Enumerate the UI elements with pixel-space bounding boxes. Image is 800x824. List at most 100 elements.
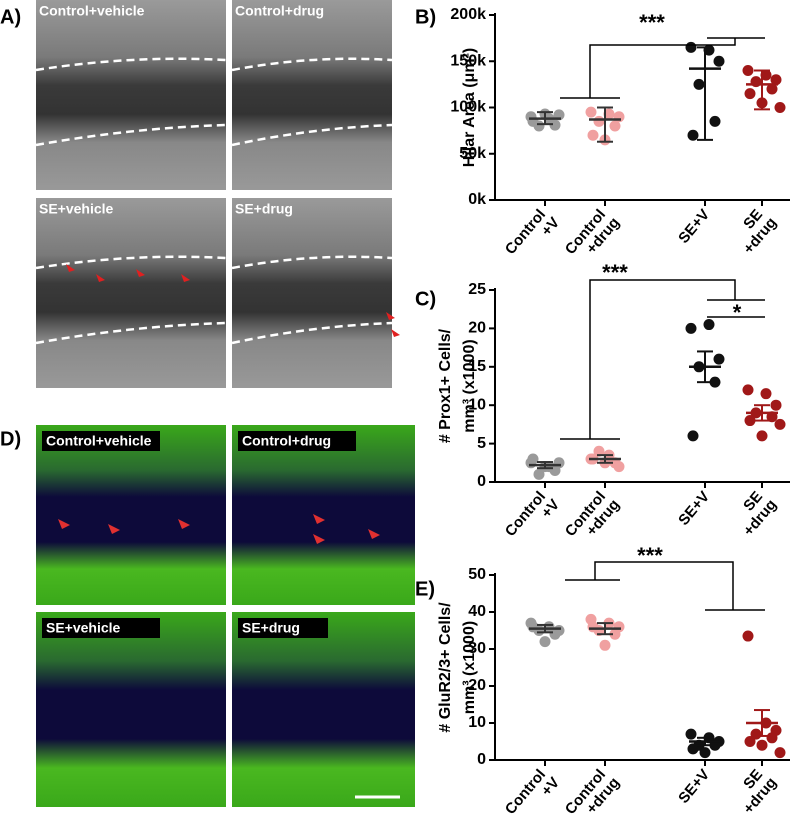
boundary bbox=[35, 255, 227, 270]
data-point bbox=[685, 41, 697, 53]
micrograph bbox=[232, 425, 415, 605]
data-point bbox=[760, 69, 772, 81]
data-point bbox=[713, 353, 725, 365]
data-point bbox=[687, 430, 699, 442]
data-point bbox=[527, 621, 539, 633]
data-point bbox=[774, 418, 786, 430]
y-axis-label: # GluR2/3+ Cells/ bbox=[437, 602, 454, 733]
data-point bbox=[587, 129, 599, 141]
arrow bbox=[66, 264, 75, 272]
data-point bbox=[766, 732, 778, 744]
y-tick-label: 15 bbox=[468, 358, 486, 375]
image-label: Control+vehicle bbox=[46, 433, 152, 449]
micrograph bbox=[232, 612, 415, 807]
y-tick-label: 40 bbox=[468, 603, 486, 620]
arrow bbox=[58, 519, 70, 529]
y-axis-label: # Prox1+ Cells/ bbox=[437, 328, 454, 443]
data-point bbox=[533, 468, 545, 480]
boundary bbox=[231, 321, 393, 345]
x-tick-label: SE+V bbox=[675, 766, 713, 807]
data-point bbox=[756, 739, 768, 751]
data-point bbox=[766, 83, 778, 95]
arrow bbox=[368, 529, 380, 539]
y-tick-label: 10 bbox=[468, 714, 486, 731]
x-tick-label: SE+V bbox=[675, 206, 713, 247]
data-point bbox=[693, 78, 705, 90]
data-point bbox=[774, 102, 786, 113]
y-tick-label: 100k bbox=[450, 99, 486, 116]
micrograph bbox=[36, 612, 226, 807]
data-point bbox=[687, 743, 699, 755]
significance: *** bbox=[602, 260, 628, 285]
data-point bbox=[709, 376, 721, 388]
arrow bbox=[178, 519, 190, 529]
y-tick-label: 50k bbox=[459, 145, 486, 162]
data-point bbox=[770, 74, 782, 86]
micrograph bbox=[36, 0, 226, 190]
significance: *** bbox=[637, 543, 663, 568]
data-point bbox=[713, 55, 725, 67]
boundary bbox=[35, 321, 227, 345]
data-point bbox=[742, 65, 754, 76]
data-point bbox=[609, 120, 621, 132]
panel-label: A) bbox=[0, 6, 21, 28]
data-point bbox=[527, 453, 539, 465]
boundary bbox=[35, 57, 227, 72]
y-tick-label: 0k bbox=[468, 191, 486, 208]
y-tick-label: 20 bbox=[468, 320, 486, 337]
micrograph bbox=[36, 425, 226, 605]
data-point bbox=[742, 630, 754, 642]
arrow bbox=[313, 514, 325, 524]
data-point bbox=[744, 88, 756, 100]
image-label: SE+vehicle bbox=[46, 620, 121, 636]
data-point bbox=[685, 322, 697, 334]
micrograph bbox=[232, 198, 392, 388]
image-label: Control+drug bbox=[242, 433, 331, 449]
data-point bbox=[549, 628, 561, 640]
panel-label: D) bbox=[0, 428, 21, 450]
y-tick-label: 200k bbox=[450, 6, 486, 23]
image-label: SE+drug bbox=[242, 620, 300, 636]
significance-bracket bbox=[589, 38, 736, 98]
y-axis-label: mm³ (x1000) bbox=[461, 621, 478, 714]
x-tick-label: SE+V bbox=[675, 488, 713, 529]
boundary bbox=[231, 255, 393, 270]
micrograph bbox=[232, 0, 392, 190]
boundary bbox=[35, 123, 227, 147]
significance: * bbox=[733, 300, 742, 325]
data-point bbox=[774, 747, 786, 759]
data-point bbox=[709, 115, 721, 127]
image-label: SE+drug bbox=[235, 201, 293, 217]
y-tick-label: 5 bbox=[477, 435, 486, 452]
y-axis-label: Hilar Area (μm²) bbox=[461, 48, 478, 167]
significance-bracket bbox=[594, 561, 734, 610]
arrow bbox=[386, 312, 395, 320]
arrow bbox=[96, 274, 105, 282]
arrow bbox=[108, 524, 120, 534]
y-tick-label: 30 bbox=[468, 640, 486, 657]
significance: *** bbox=[639, 10, 665, 35]
data-point bbox=[603, 108, 615, 120]
y-tick-label: 150k bbox=[450, 52, 486, 69]
y-tick-label: 20 bbox=[468, 677, 486, 694]
data-point bbox=[593, 445, 605, 457]
y-tick-label: 0 bbox=[477, 751, 486, 768]
data-point bbox=[756, 430, 768, 442]
data-point bbox=[593, 115, 605, 127]
data-point bbox=[549, 464, 561, 476]
y-tick-label: 10 bbox=[468, 396, 486, 413]
image-label: Control+vehicle bbox=[39, 3, 145, 19]
data-point bbox=[760, 388, 772, 400]
arrow bbox=[313, 534, 325, 544]
arrow bbox=[136, 269, 145, 277]
micrograph bbox=[36, 198, 226, 388]
data-point bbox=[587, 621, 599, 633]
image-label: SE+vehicle bbox=[39, 201, 114, 217]
panel-label: B) bbox=[415, 6, 436, 28]
data-point bbox=[599, 639, 611, 651]
data-point bbox=[744, 736, 756, 747]
y-tick-label: 50 bbox=[468, 566, 486, 583]
y-tick-label: 25 bbox=[468, 281, 486, 298]
image-label: Control+drug bbox=[235, 3, 324, 19]
